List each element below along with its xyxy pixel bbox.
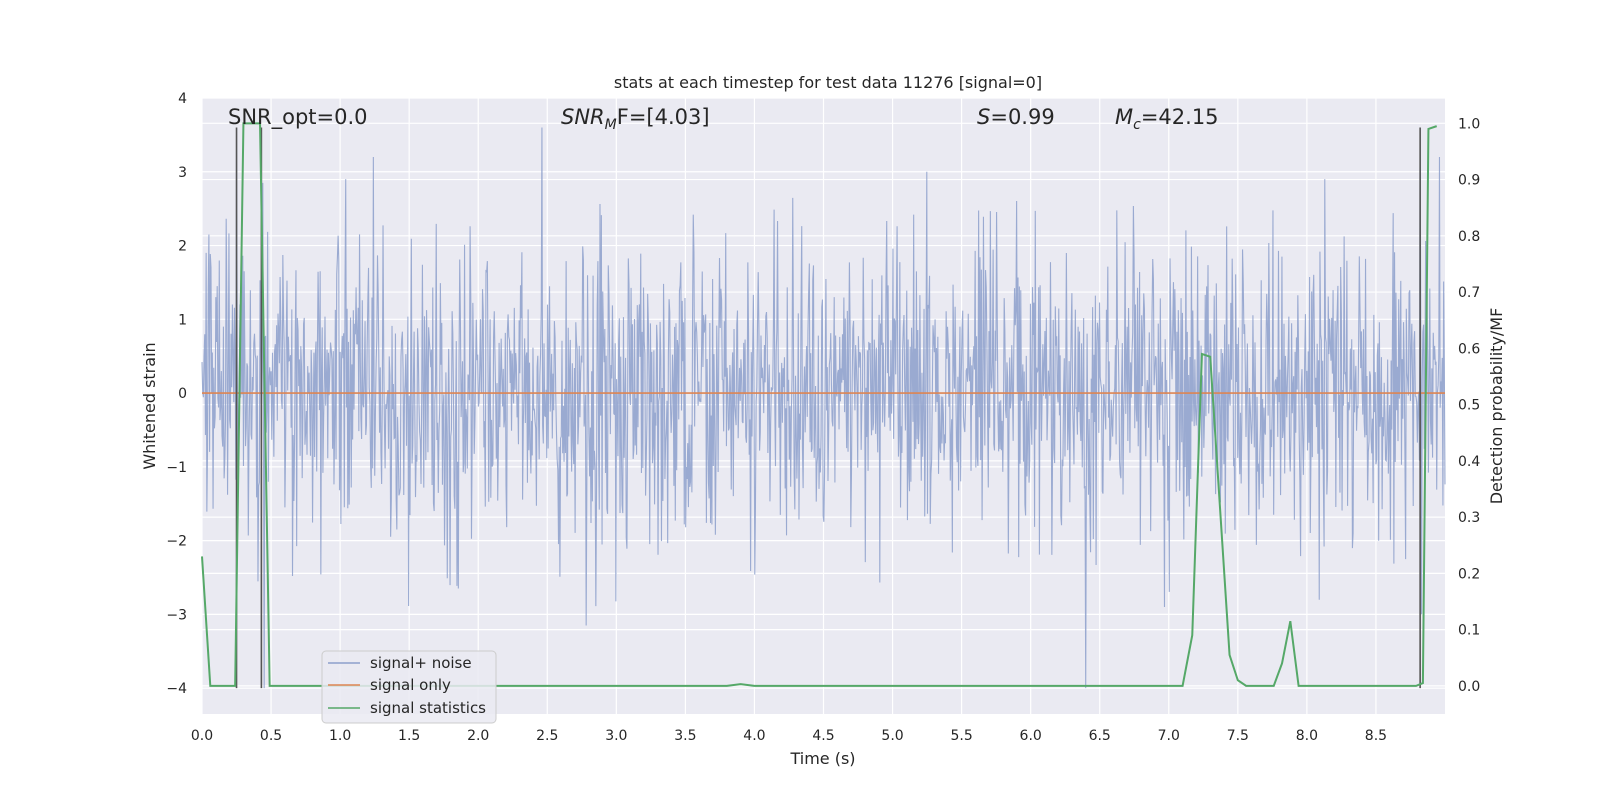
annotation-s-prefix: S [977,105,990,129]
y-tick-label: −3 [166,607,187,623]
y-tick-label: 0 [178,386,187,402]
x-tick-label: 0.5 [260,728,282,744]
annotation-mc-suffix: =42.15 [1141,105,1219,129]
x-tick-label: 0.0 [191,728,213,744]
y-tick-label-right: 0.9 [1458,173,1480,189]
series-signal-statistics [201,122,1438,687]
x-tick-label: 1.5 [398,728,420,744]
legend-label-signal-noise: signal+ noise [370,654,472,672]
y-tick-label-right: 0.0 [1458,679,1480,695]
x-tick-label: 3.5 [674,728,696,744]
signal-statistics-line [201,122,1438,687]
annotation-s: S=0.99 [977,105,1055,129]
x-tick-label: 7.5 [1227,728,1249,744]
x-tick-label: 3.0 [605,728,627,744]
x-tick-label: 5.5 [950,728,972,744]
annotation-snr-mf-prefix: SNR [561,105,605,129]
x-tick-label: 7.0 [1158,728,1180,744]
x-tick-label: 2.5 [536,728,558,744]
y-tick-label-right: 1.0 [1458,116,1480,132]
y-tick-label: −2 [166,534,187,550]
x-tick-label: 4.5 [812,728,834,744]
y-tick-label: 2 [178,239,187,255]
y-tick-label-right: 0.5 [1458,398,1480,414]
annotation-snr-mf: SNRMF=[4.03] [561,105,710,133]
x-tick-label: 5.0 [881,728,903,744]
x-tick-label: 1.0 [329,728,351,744]
y-tick-label: 3 [178,165,187,181]
annotation-mc: Mc=42.15 [1115,105,1219,133]
x-axis-label: Time (s) [789,749,855,768]
x-tick-label: 6.5 [1089,728,1111,744]
x-tick-label: 8.5 [1365,728,1387,744]
series-signal-noise [201,127,1446,689]
x-ticks: 0.0 0.5 1.0 1.5 2.0 2.5 3.0 3.5 4.0 4.5 5.0 5.5 6.0 6… [191,728,1387,744]
annotation-mc-prefix: M [1115,105,1133,129]
signal-noise-line [201,127,1446,689]
annotation-mc-sub: c [1133,117,1141,133]
y-tick-label-right: 0.1 [1458,623,1480,639]
y-ticks: 4 3 2 1 0 −1 −2 −3 −4 [166,91,187,697]
legend: signal+ noise signal only signal statist… [321,650,497,724]
grid-x [201,98,1377,714]
legend-label-signal-statistics: signal statistics [370,699,486,717]
y-tick-label-right: 0.6 [1458,341,1480,357]
y-tick-label-right: 0.3 [1458,510,1480,526]
x-tick-label: 4.0 [743,728,765,744]
y-tick-label-right: 0.4 [1458,454,1480,470]
y-axis-label-right: Detection probability/MF [1487,308,1506,505]
y-tick-label: 1 [178,312,187,328]
annotation-s-suffix: =0.99 [990,105,1054,129]
y-tick-label: −1 [166,460,187,476]
y-tick-label: −4 [166,681,187,697]
legend-label-signal-only: signal only [370,676,451,694]
x-tick-label: 8.0 [1296,728,1318,744]
y-ticks-right: 1.0 0.9 0.8 0.7 0.6 0.5 0.4 0.3 0.2 0.1 0.0 [1458,116,1480,695]
y-axis-label: Whitened strain [140,342,159,469]
annotation-snr-mf-sub: M [605,117,617,133]
y-tick-label: 4 [178,91,187,107]
x-tick-label: 2.0 [467,728,489,744]
chart-title: stats at each timestep for test data 112… [614,73,1042,92]
y-tick-label-right: 0.2 [1458,566,1480,582]
y-tick-label-right: 0.8 [1458,229,1480,245]
legend-box [321,650,497,724]
annotation-snr-opt: SNR_opt=0.0 [228,105,368,130]
y-tick-label-right: 0.7 [1458,285,1480,301]
annotation-snr-mf-suffix: F=[4.03] [617,105,710,129]
x-tick-label: 6.0 [1020,728,1042,744]
